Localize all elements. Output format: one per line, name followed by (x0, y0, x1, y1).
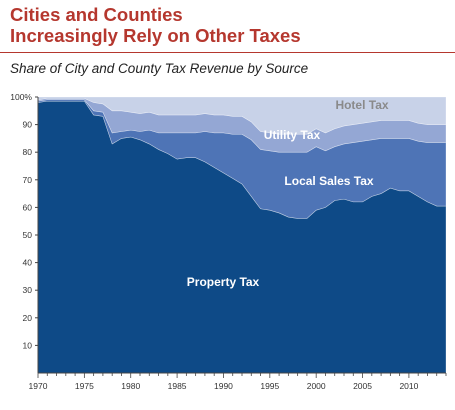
series-label-property-tax: Property Tax (187, 275, 260, 289)
chart-title-line2: Increasingly Rely on Other Taxes (10, 25, 301, 46)
x-tick-label: 1980 (121, 381, 140, 391)
chart-title: Cities and Counties Increasingly Rely on… (10, 4, 301, 46)
y-tick-label: 40 (23, 258, 33, 268)
y-tick-label: 20 (23, 313, 33, 323)
y-tick-label: 70 (23, 175, 33, 185)
chart-areas (37, 96, 447, 374)
y-tick-label: 50 (23, 230, 33, 240)
area-hotel-tax (37, 96, 447, 135)
y-tick-label: 10 (23, 340, 33, 350)
y-tick-label: 90 (23, 120, 33, 130)
series-label-utility-tax: Utility Tax (264, 128, 321, 142)
chart-title-line1: Cities and Counties (10, 4, 183, 25)
series-label-local-sales-tax: Local Sales Tax (284, 174, 373, 188)
y-tick-label: 80 (23, 147, 33, 157)
x-tick-label: 2005 (353, 381, 372, 391)
title-divider (0, 52, 455, 53)
x-tick-label: 2010 (399, 381, 418, 391)
x-tick-label: 1985 (168, 381, 187, 391)
x-tick-label: 2000 (307, 381, 326, 391)
x-tick-label: 1990 (214, 381, 233, 391)
y-tick-label: 60 (23, 202, 33, 212)
chart-axes: 10 20 30 40 50 60 70 80 90 100% 1970 1975 1980 1985 19… (10, 92, 447, 391)
x-tick-label: 1995 (260, 381, 279, 391)
x-tick-label: 1975 (75, 381, 94, 391)
y-tick-label: 30 (23, 285, 33, 295)
y-tick-label: 100% (10, 92, 32, 102)
series-label-hotel-tax: Hotel Tax (335, 98, 388, 112)
chart-subtitle: Share of City and County Tax Revenue by … (10, 61, 309, 76)
series-labels: Property Tax Local Sales Tax Utility Tax Ho… (187, 98, 389, 289)
x-tick-label: 1970 (29, 381, 48, 391)
